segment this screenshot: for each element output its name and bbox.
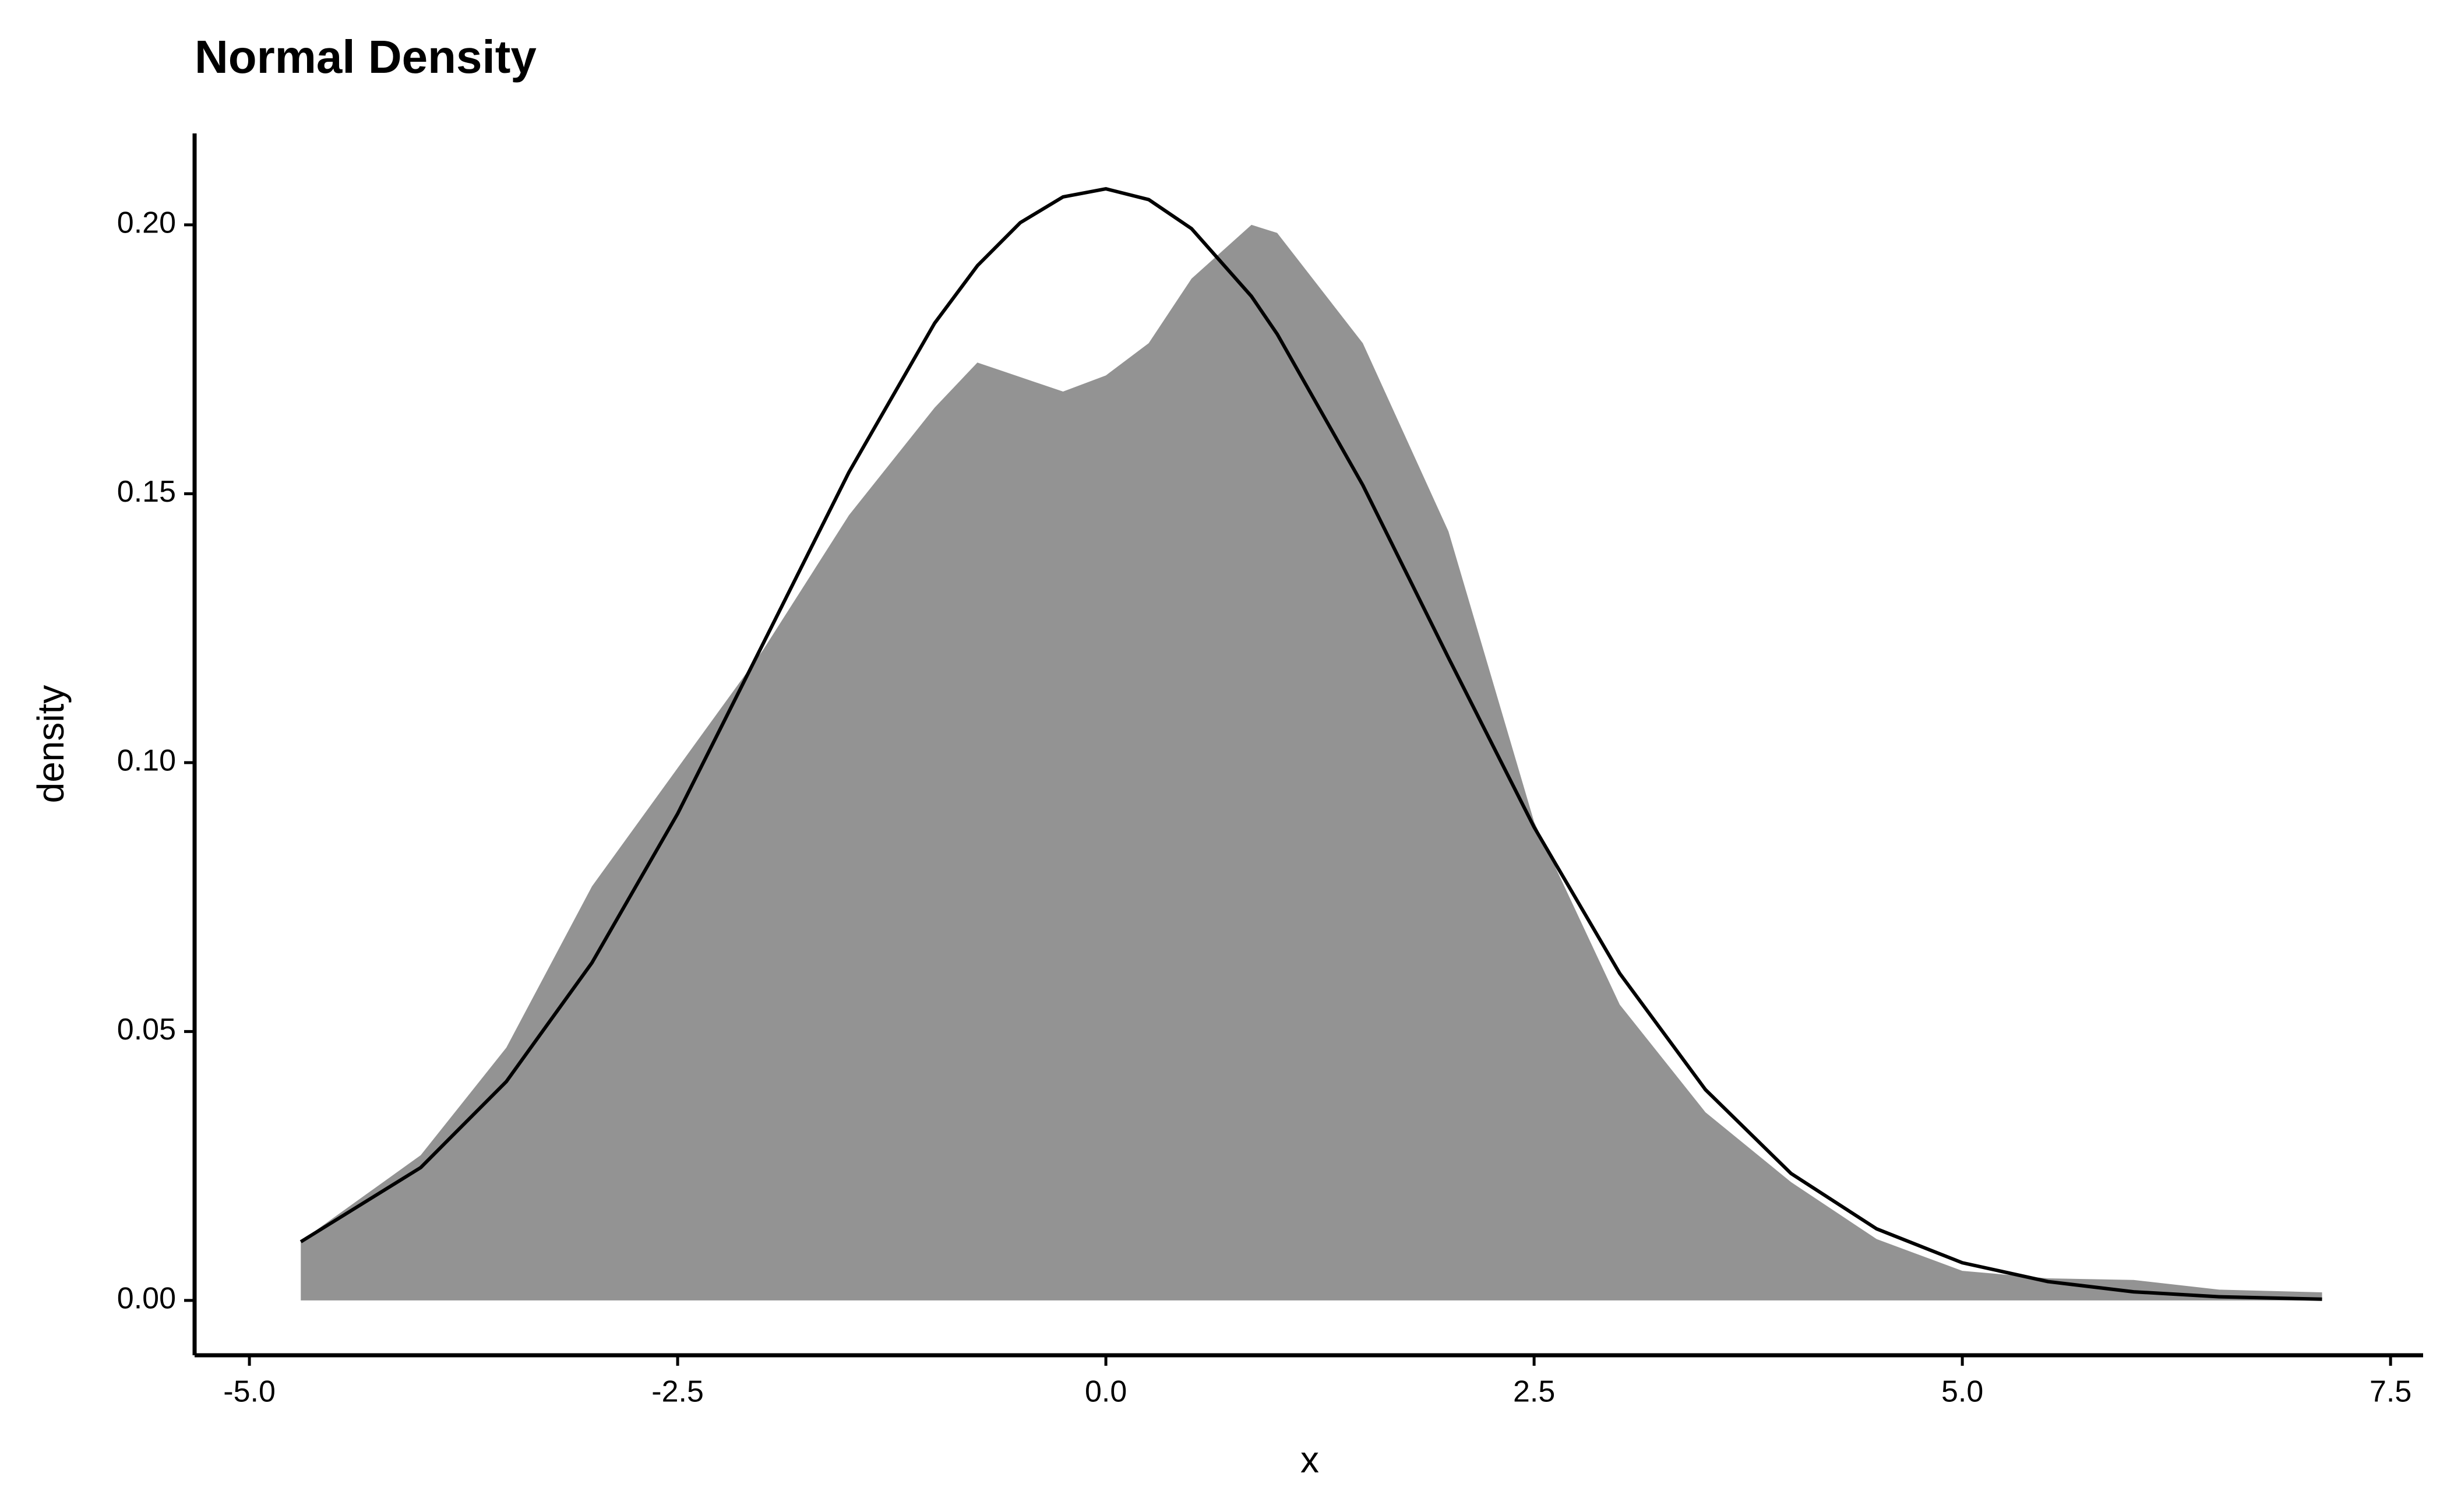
x-axis-title: x [1300,1439,1319,1481]
y-axis-title: density [30,685,72,803]
normal-curve [299,187,2322,1301]
y-tick-label: 0.05 [117,1013,176,1046]
y-tick-label: 0.15 [117,475,176,509]
x-tick-label: 0.0 [1085,1375,1127,1409]
x-tick-label: 5.0 [1941,1375,1983,1409]
x-tick-label: -5.0 [223,1375,276,1409]
x-tick-label: 7.5 [2370,1375,2411,1409]
density-area [301,224,2322,1300]
y-tick-label: 0.10 [117,744,176,778]
y-tick-label: 0.20 [117,206,176,240]
chart-title: Normal Density [195,31,537,83]
x-tick-label: 2.5 [1513,1375,1555,1409]
y-tick-label: 0.00 [117,1282,176,1316]
x-tick-label: -2.5 [651,1375,704,1409]
